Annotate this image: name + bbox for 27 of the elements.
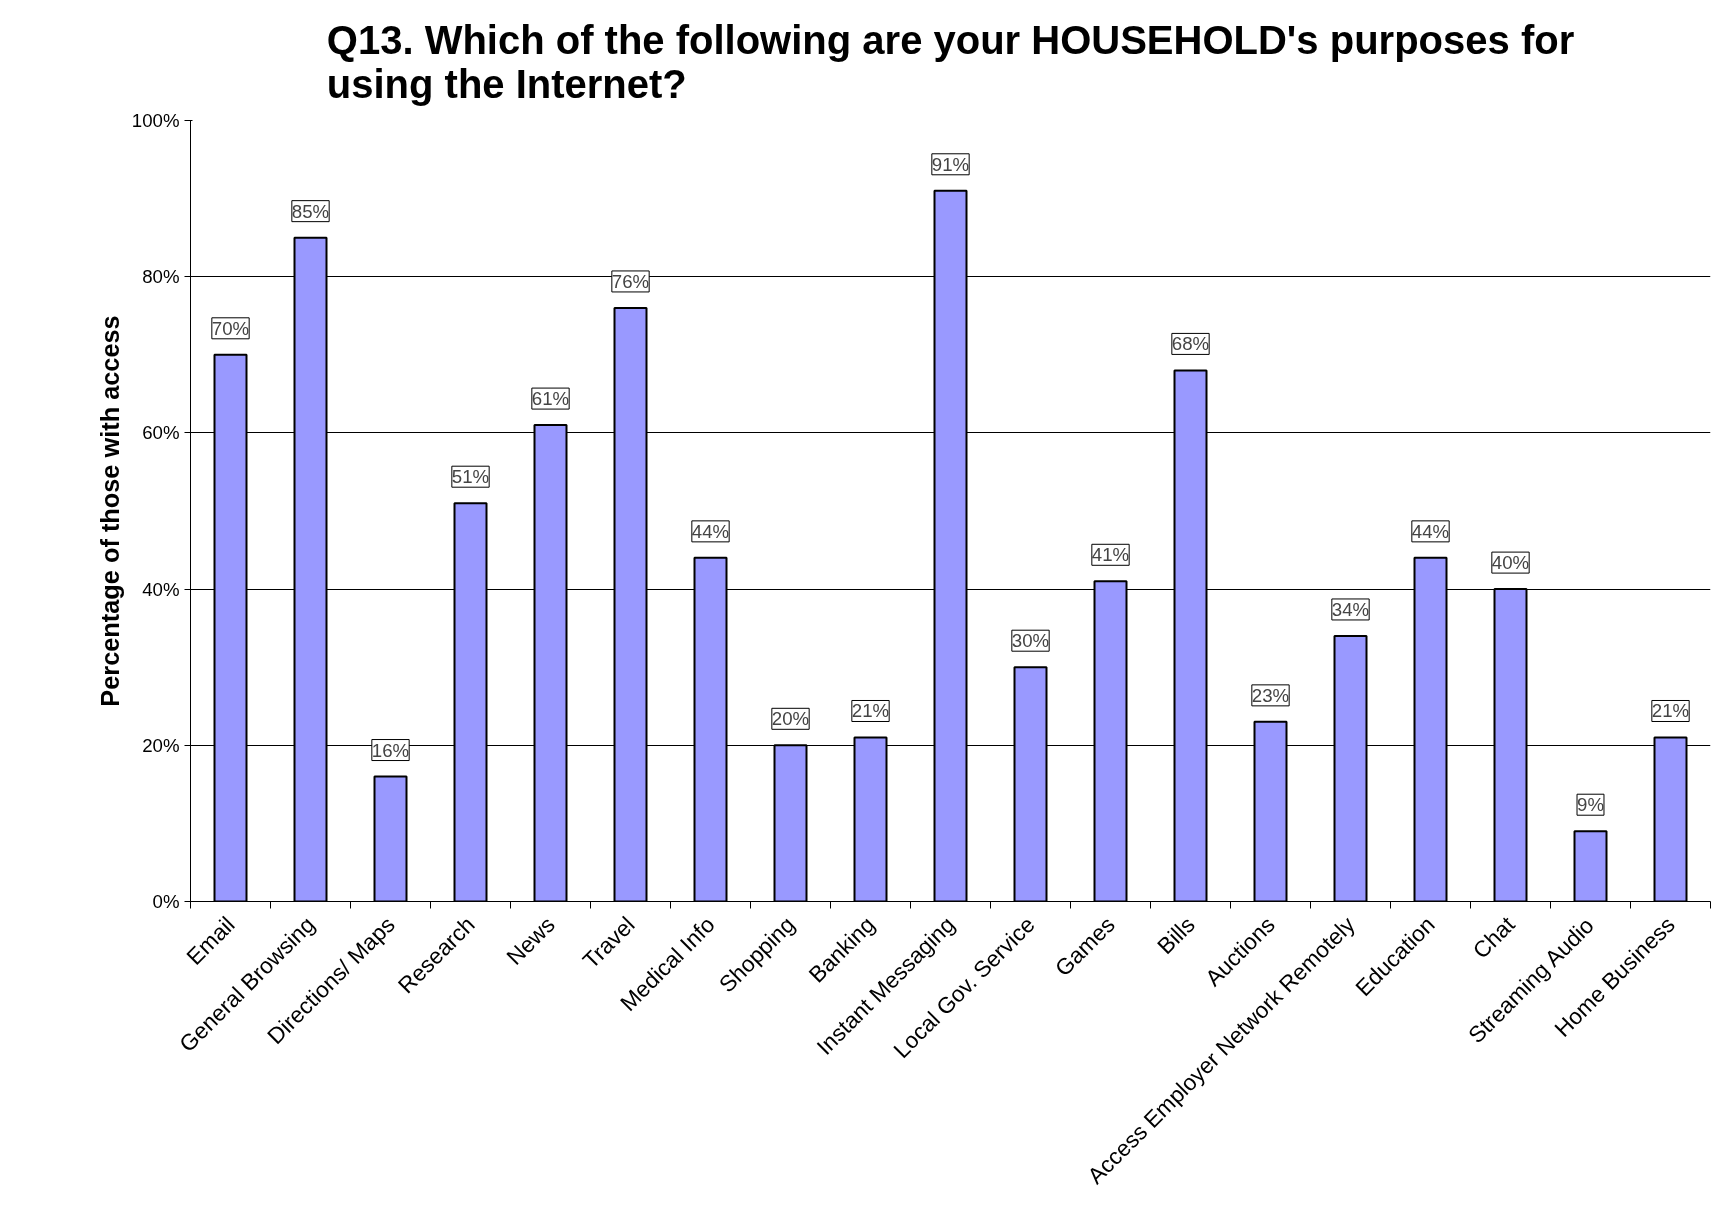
data-label: 61%	[531, 388, 570, 410]
data-label: 21%	[851, 700, 890, 722]
data-label: 85%	[291, 200, 330, 222]
y-tick-label: 20%	[142, 734, 180, 756]
y-axis-title: Percentage of those with access	[95, 315, 124, 707]
chart-title: Q13. Which of the following are your HOUSEHOLD's purposes for using the Internet?	[326, 17, 1575, 106]
data-label: 51%	[451, 466, 490, 488]
y-tick-label: 0%	[152, 891, 180, 912]
data-label: 20%	[771, 708, 810, 730]
y-tick-label: 100%	[131, 110, 180, 131]
data-label: 30%	[1011, 630, 1050, 652]
data-label: 16%	[371, 739, 410, 761]
data-label: 44%	[691, 520, 730, 542]
data-label: 68%	[1171, 333, 1210, 355]
data-label: 41%	[1091, 544, 1130, 566]
y-tick-label: 60%	[142, 422, 180, 444]
x-tick-label: Bills	[1151, 911, 1200, 960]
data-label: 91%	[931, 153, 970, 175]
data-label: 23%	[1251, 684, 1290, 706]
data-label: 70%	[211, 317, 250, 339]
data-label: 21%	[1651, 700, 1690, 722]
data-label: 40%	[1491, 552, 1530, 574]
data-label: 76%	[611, 270, 650, 292]
data-label: 34%	[1331, 598, 1370, 620]
y-tick-label: 40%	[142, 578, 180, 600]
data-label: 44%	[1411, 520, 1450, 542]
y-tick-label: 80%	[142, 266, 180, 288]
